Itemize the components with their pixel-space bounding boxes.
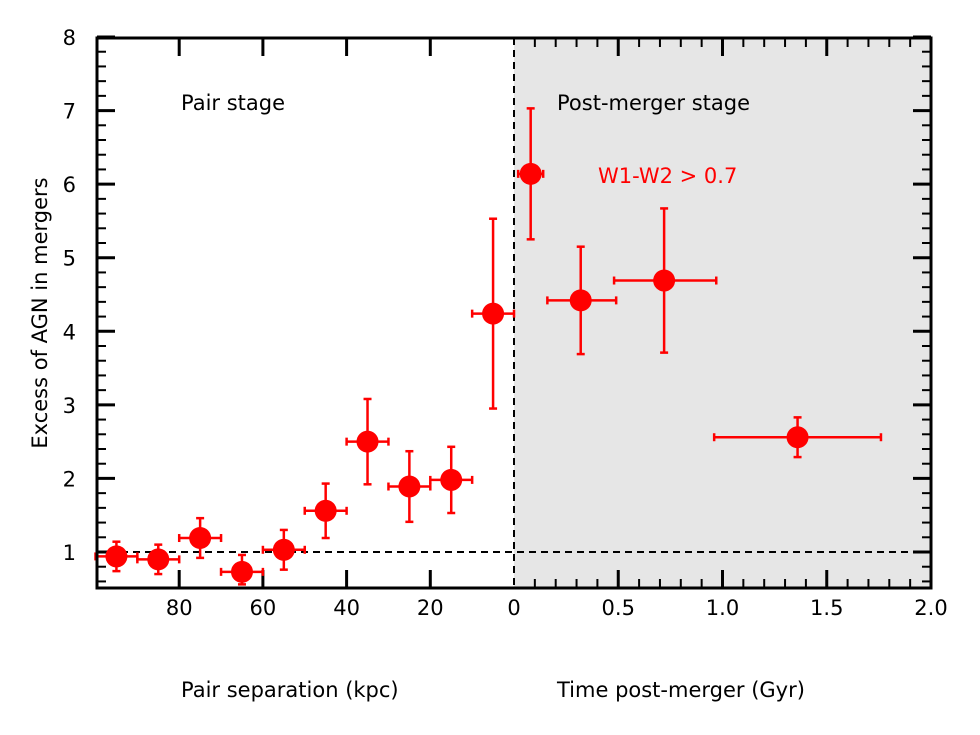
post-merger-background bbox=[514, 38, 931, 588]
pair-data-point bbox=[136, 543, 181, 576]
post-merger-stage-label: Post-merger stage bbox=[557, 91, 750, 115]
y-tick-label: 5 bbox=[63, 247, 76, 271]
pair-data-point bbox=[387, 449, 432, 524]
y-tick-label: 8 bbox=[63, 26, 76, 50]
x-tick-label-pair: 60 bbox=[250, 596, 277, 620]
data-marker bbox=[440, 468, 463, 491]
reference-lines bbox=[97, 38, 931, 588]
pair-data-point bbox=[429, 445, 474, 515]
pair-data-point bbox=[219, 553, 265, 586]
y-tick-label: 1 bbox=[63, 541, 76, 565]
series-label: W1-W2 > 0.7 bbox=[598, 164, 737, 188]
data-marker bbox=[653, 269, 676, 292]
data-marker bbox=[147, 548, 170, 571]
data-marker bbox=[105, 545, 128, 568]
data-points bbox=[94, 107, 883, 586]
data-marker bbox=[272, 538, 295, 561]
tick-labels: 1 2 3 4 5 6 7 8 80 60 40 20 0 0.5 1.0 1.5 2.0 bbox=[63, 26, 948, 620]
post-merger-data-point bbox=[612, 207, 718, 354]
pair-data-point bbox=[261, 528, 306, 571]
post-merger-data-point bbox=[546, 245, 618, 356]
data-marker bbox=[230, 560, 253, 583]
x-tick-label-pair: 20 bbox=[417, 596, 444, 620]
y-tick-label: 4 bbox=[63, 320, 76, 344]
data-marker bbox=[314, 499, 337, 522]
pair-data-point bbox=[345, 397, 390, 486]
pair-xaxis-title: Pair separation (kpc) bbox=[181, 678, 399, 702]
x-tick-label-pair: 40 bbox=[333, 596, 360, 620]
data-marker bbox=[189, 527, 212, 550]
yaxis-title: Excess of AGN in mergers bbox=[28, 177, 52, 448]
data-marker bbox=[482, 302, 505, 325]
pair-data-point bbox=[177, 516, 223, 560]
x-tick-label-post: 0.5 bbox=[602, 596, 635, 620]
data-marker bbox=[519, 162, 542, 185]
data-marker bbox=[398, 475, 421, 498]
y-tick-label: 6 bbox=[63, 173, 76, 197]
x-tick-label-pair: 0 bbox=[507, 596, 520, 620]
data-marker bbox=[786, 426, 809, 449]
pair-stage-label: Pair stage bbox=[181, 91, 285, 115]
post-merger-data-point bbox=[712, 416, 883, 459]
y-tick-label: 2 bbox=[63, 467, 76, 491]
data-marker bbox=[569, 289, 592, 312]
y-tick-label: 7 bbox=[63, 100, 76, 124]
post-merger-data-point bbox=[516, 107, 545, 241]
x-tick-label-post: 1.5 bbox=[810, 596, 843, 620]
pair-data-point bbox=[470, 217, 516, 410]
x-tick-label-pair: 80 bbox=[166, 596, 193, 620]
x-tick-label-post: 1.0 bbox=[706, 596, 739, 620]
y-tick-label: 3 bbox=[63, 394, 76, 418]
pair-data-point bbox=[303, 482, 348, 540]
post-xaxis-title: Time post-merger (Gyr) bbox=[556, 678, 805, 702]
plot-frame bbox=[95, 36, 933, 590]
data-marker bbox=[356, 430, 379, 453]
x-tick-label-post: 2.0 bbox=[914, 596, 947, 620]
